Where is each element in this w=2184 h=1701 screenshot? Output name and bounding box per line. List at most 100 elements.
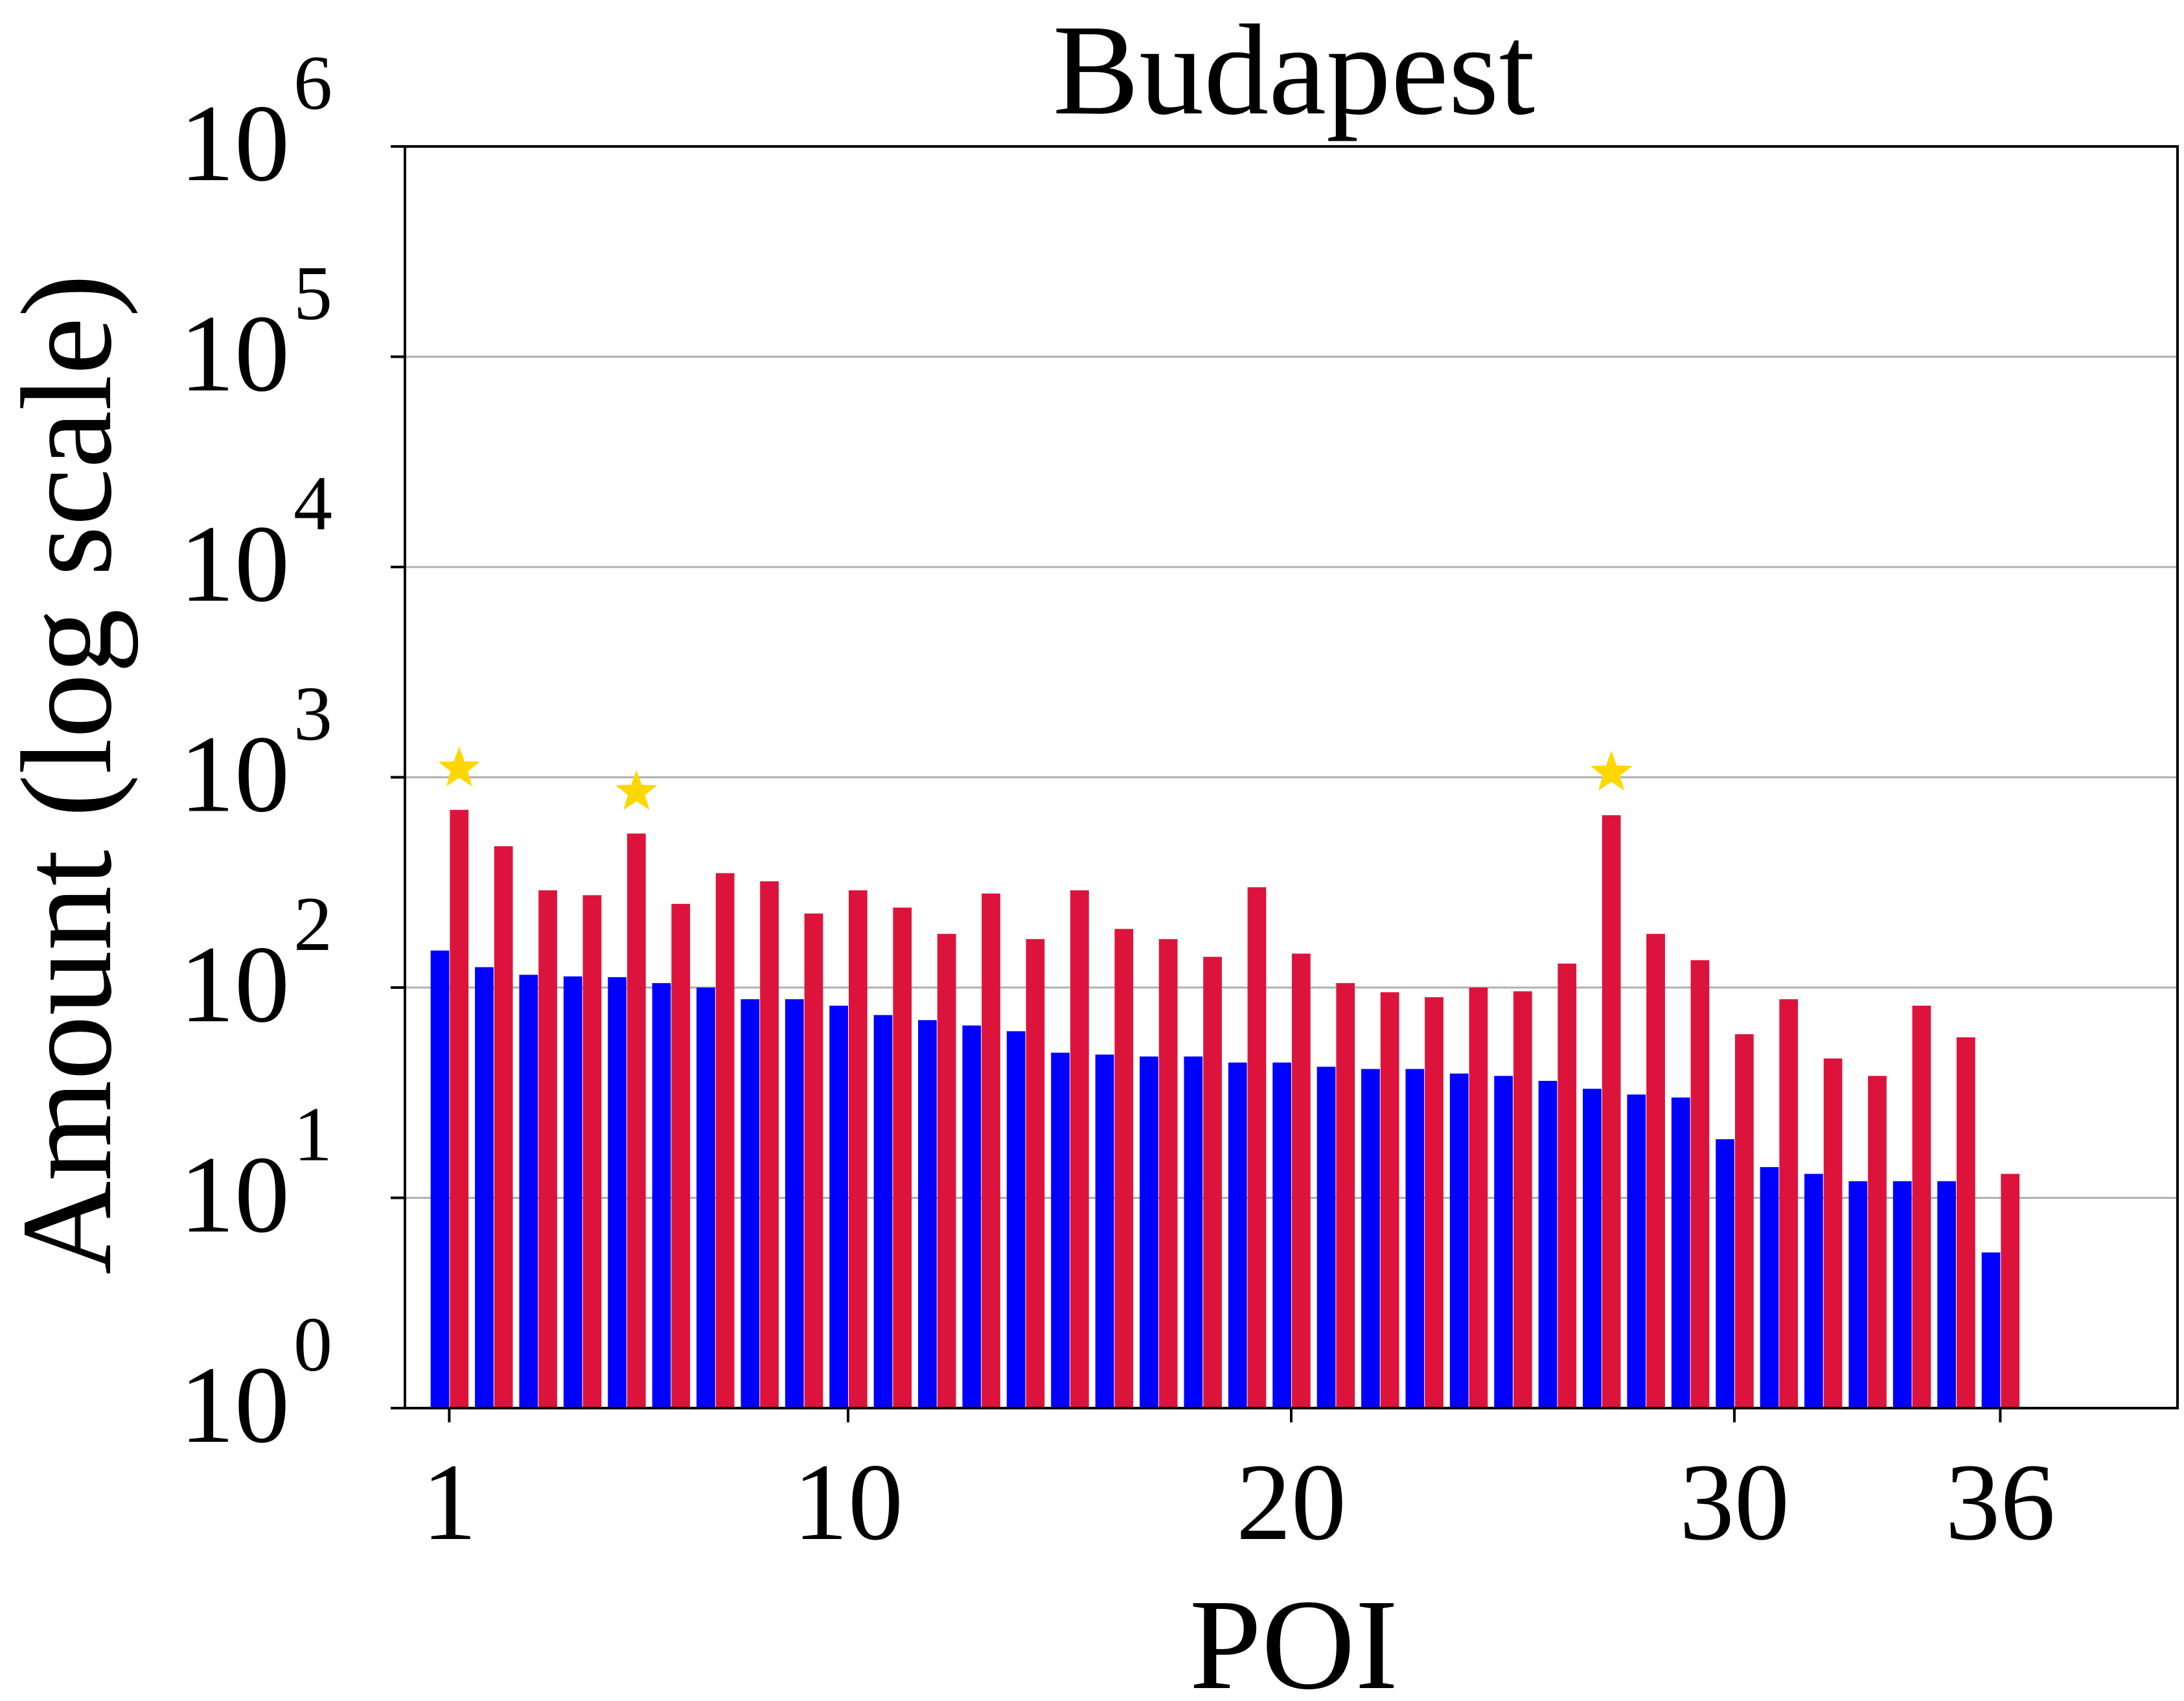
y-tick-exponent: 0 [293, 1301, 332, 1387]
bar-series1-poi-12 [918, 1020, 937, 1408]
bar-series1-poi-36 [1981, 1252, 2001, 1408]
y-tick-label: 10 [179, 1134, 290, 1256]
y-tick-exponent: 5 [293, 250, 332, 336]
bar-series2-poi-10 [849, 890, 868, 1408]
bar-series1-poi-31 [1760, 1167, 1779, 1408]
bar-series1-poi-1 [430, 950, 450, 1408]
bar-series2-poi-22 [1380, 992, 1399, 1408]
bar-series1-poi-32 [1804, 1174, 1823, 1408]
bar-series2-poi-5 [627, 833, 646, 1408]
x-axis-label: POI [1190, 1573, 1398, 1701]
bar-series2-poi-9 [804, 913, 823, 1408]
bar-series2-poi-16 [1114, 929, 1134, 1408]
y-tick-label: 10 [179, 1344, 290, 1466]
y-tick-label: 10 [179, 293, 290, 415]
bar-series1-poi-24 [1449, 1073, 1469, 1408]
bar-series2-poi-34 [1912, 1005, 1931, 1408]
bar-series1-poi-27 [1583, 1089, 1602, 1408]
bar-series1-poi-33 [1848, 1181, 1868, 1408]
y-tick-exponent: 3 [293, 671, 332, 757]
y-tick-exponent: 4 [293, 460, 332, 546]
highlight-markers [438, 746, 1633, 810]
bar-series2-poi-30 [1735, 1034, 1754, 1408]
y-tick-exponent: 6 [293, 40, 332, 126]
x-axis: 1 10 20 30 36 [422, 1408, 2055, 1563]
bar-series2-poi-8 [760, 881, 779, 1408]
bar-series2-poi-27 [1602, 815, 1621, 1408]
y-tick-label: 10 [179, 923, 290, 1045]
bar-series1-poi-25 [1494, 1076, 1513, 1408]
bar-series2-poi-36 [2001, 1174, 2020, 1408]
chart-title: Budapest [1053, 0, 1535, 142]
bar-series2-poi-31 [1779, 999, 1799, 1408]
y-tick-label: 10 [179, 503, 290, 625]
bar-series2-poi-15 [1070, 890, 1089, 1408]
x-tick-label: 1 [422, 1441, 477, 1563]
bar-series2-poi-1 [450, 809, 469, 1408]
bar-series2-poi-24 [1469, 988, 1488, 1408]
bar-series2-poi-29 [1690, 960, 1710, 1408]
bar-series2-poi-3 [538, 890, 557, 1408]
bar-series2-poi-25 [1513, 991, 1532, 1408]
bar-series [430, 809, 2020, 1408]
bar-series1-poi-14 [1006, 1031, 1026, 1408]
bar-series2-poi-11 [893, 907, 912, 1408]
y-tick-exponent: 1 [293, 1091, 332, 1177]
bar-series2-poi-26 [1558, 964, 1577, 1408]
x-tick-label: 36 [1945, 1441, 2055, 1563]
bar-series1-poi-23 [1405, 1069, 1425, 1408]
bar-series1-poi-26 [1538, 1080, 1558, 1408]
bar-series1-poi-11 [873, 1015, 893, 1408]
bar-series1-poi-17 [1140, 1056, 1158, 1408]
bar-series2-poi-14 [1026, 939, 1045, 1408]
bar-series2-poi-23 [1425, 997, 1443, 1408]
bar-series1-poi-3 [519, 975, 538, 1408]
x-tick-label: 20 [1236, 1441, 1346, 1563]
star-icon [1590, 750, 1633, 791]
bar-series1-poi-28 [1627, 1094, 1646, 1408]
bar-series1-poi-5 [608, 977, 626, 1408]
bar-series2-poi-21 [1336, 983, 1355, 1408]
bar-series1-poi-15 [1051, 1052, 1070, 1408]
bar-series2-poi-7 [715, 873, 735, 1408]
bar-series1-poi-20 [1272, 1062, 1291, 1408]
bar-series2-poi-2 [494, 846, 513, 1408]
bar-series2-poi-19 [1247, 887, 1267, 1408]
bar-series1-poi-9 [785, 999, 804, 1408]
x-tick-label: 10 [793, 1441, 903, 1563]
bar-series1-poi-6 [652, 983, 671, 1408]
bar-series2-poi-18 [1203, 956, 1222, 1408]
bar-series1-poi-4 [563, 976, 582, 1408]
bar-series1-poi-7 [696, 988, 715, 1408]
y-axis-label: Amount (log scale) [0, 274, 139, 1275]
bar-series2-poi-20 [1292, 953, 1311, 1408]
bar-series1-poi-22 [1361, 1069, 1380, 1408]
star-icon [438, 746, 481, 787]
y-tick-label: 10 [179, 82, 290, 204]
bar-series1-poi-34 [1892, 1181, 1912, 1408]
y-tick-exponent: 2 [293, 881, 332, 967]
bar-series1-poi-13 [962, 1025, 982, 1408]
bar-series2-poi-32 [1823, 1058, 1843, 1408]
bar-series1-poi-29 [1671, 1097, 1690, 1408]
bar-series1-poi-19 [1228, 1062, 1247, 1408]
bar-series2-poi-33 [1868, 1076, 1887, 1408]
bar-series1-poi-2 [475, 967, 494, 1408]
bar-series1-poi-21 [1316, 1067, 1336, 1408]
bar-series1-poi-30 [1716, 1139, 1734, 1408]
y-tick-label: 10 [179, 713, 290, 835]
bar-series1-poi-18 [1184, 1056, 1203, 1408]
bar-series2-poi-12 [937, 934, 956, 1408]
bar-series2-poi-28 [1646, 934, 1665, 1408]
bar-series1-poi-16 [1095, 1054, 1114, 1408]
bar-series2-poi-6 [671, 903, 691, 1408]
bar-series1-poi-10 [829, 1005, 848, 1408]
bar-series2-poi-4 [582, 895, 602, 1408]
bar-series1-poi-35 [1937, 1181, 1956, 1408]
star-icon [615, 770, 658, 810]
bar-series1-poi-8 [741, 999, 760, 1408]
x-tick-label: 30 [1679, 1441, 1789, 1563]
bar-series2-poi-13 [982, 893, 1000, 1408]
